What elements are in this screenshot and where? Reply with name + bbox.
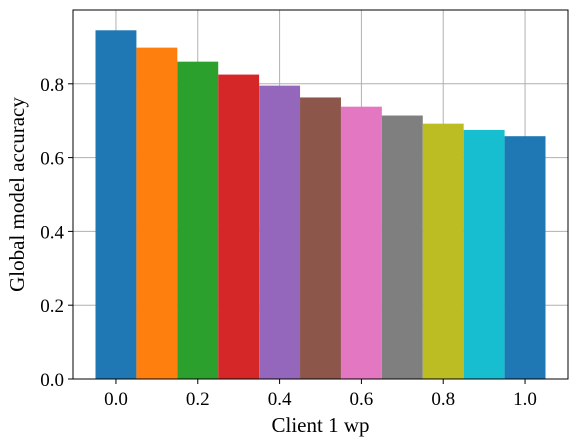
x-tick-label: 0.6 [350, 389, 374, 410]
x-axis-title: Client 1 wp [272, 413, 370, 437]
x-tick-label: 1.0 [513, 389, 537, 410]
x-tick-label: 0.4 [268, 389, 292, 410]
bar [340, 106, 382, 379]
y-tick-label: 0.2 [40, 296, 64, 317]
x-tick-label: 0.2 [186, 389, 210, 410]
y-axis-title: Global model accuracy [5, 97, 29, 292]
bar [381, 115, 423, 379]
x-axis-ticks: 0.0 0.2 0.4 0.6 0.8 1.0 [104, 379, 537, 410]
bar [463, 129, 505, 379]
plot-frame [72, 9, 569, 380]
y-tick-label: 0.8 [40, 75, 64, 96]
y-tick-label: 0.6 [40, 149, 64, 170]
x-tick-label: 0.0 [104, 389, 128, 410]
bar [504, 136, 546, 379]
y-tick-label: 0.0 [40, 370, 64, 391]
y-tick-label: 0.4 [40, 222, 64, 243]
bar [177, 61, 219, 379]
y-axis-ticks: 0.0 0.2 0.4 0.6 0.8 [40, 75, 73, 391]
bar [218, 74, 260, 379]
x-tick-label: 0.8 [431, 389, 455, 410]
bar [300, 97, 341, 379]
bar [95, 30, 137, 379]
bar [136, 47, 178, 379]
bar [422, 123, 464, 379]
bars [95, 30, 546, 380]
bar [259, 85, 301, 380]
